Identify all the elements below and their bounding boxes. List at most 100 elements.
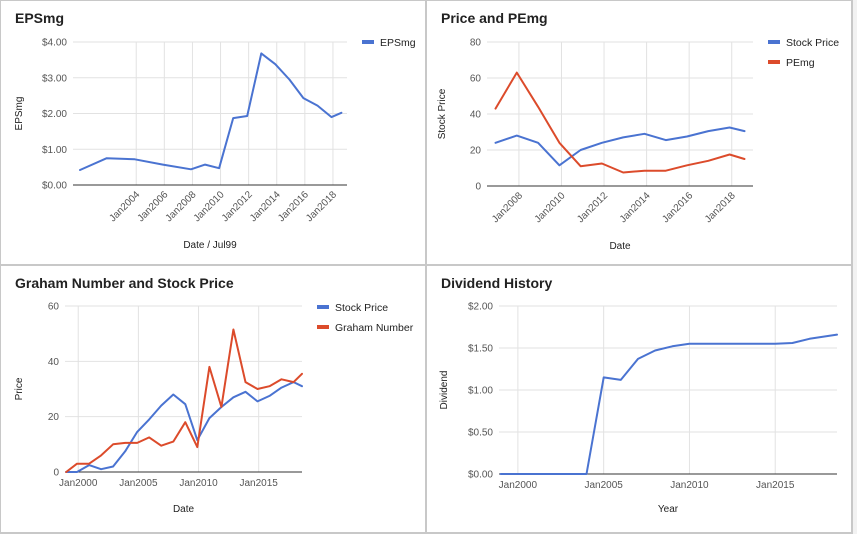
data-point xyxy=(217,166,221,170)
data-point xyxy=(287,78,291,82)
data-point xyxy=(183,402,187,406)
legend-swatch xyxy=(768,60,780,64)
data-point xyxy=(533,472,537,476)
data-point xyxy=(567,472,571,476)
series-line-epsmg xyxy=(79,52,343,171)
data-point xyxy=(600,162,604,166)
y-axis-title: EPSmg xyxy=(14,97,25,131)
data-point xyxy=(207,365,211,369)
series-line-graham-number xyxy=(65,328,303,473)
data-point xyxy=(203,163,207,167)
data-point xyxy=(579,148,583,152)
y-axis-title: Stock Price xyxy=(437,88,448,139)
x-tick-label: Jan2018 xyxy=(304,189,339,224)
data-point xyxy=(579,164,583,168)
data-point xyxy=(292,380,296,384)
data-point xyxy=(756,342,760,346)
chart-panel-dividend-history: Dividend History $0.00 $0.50 $1.00 $1.50 $2.0… xyxy=(427,266,851,532)
data-point xyxy=(550,472,554,476)
data-point xyxy=(670,344,674,348)
data-point xyxy=(244,390,248,394)
data-point xyxy=(790,341,794,345)
y-tick-label: $1.00 xyxy=(468,386,493,397)
data-point xyxy=(147,435,151,439)
data-point xyxy=(159,444,163,448)
x-tick-label: Jan2008 xyxy=(490,190,525,225)
data-point xyxy=(835,333,839,337)
y-tick-label: $1.00 xyxy=(42,145,67,156)
data-point xyxy=(494,107,498,111)
data-point xyxy=(643,169,647,173)
data-point xyxy=(536,105,540,109)
legend-swatch xyxy=(317,305,329,309)
data-point xyxy=(268,394,272,398)
data-point xyxy=(687,342,691,346)
legend-swatch xyxy=(317,325,329,329)
data-point xyxy=(268,384,272,388)
data-point xyxy=(685,135,689,139)
data-point xyxy=(207,416,211,420)
data-point xyxy=(111,442,115,446)
data-point xyxy=(557,163,561,167)
x-tick-label: Jan2010 xyxy=(533,190,568,225)
data-point xyxy=(161,163,165,167)
chart-title: Dividend History xyxy=(441,275,552,291)
y-tick-label: 20 xyxy=(470,146,482,157)
data-point xyxy=(300,384,304,388)
data-point xyxy=(111,465,115,469)
x-tick-label: Jan2012 xyxy=(575,190,610,225)
sheet-edge-strip xyxy=(853,0,857,534)
data-point xyxy=(123,441,127,445)
data-point xyxy=(301,96,305,100)
data-point xyxy=(706,159,710,163)
data-point xyxy=(133,157,137,161)
y-tick-label: $3.00 xyxy=(42,73,67,84)
data-point xyxy=(664,169,668,173)
x-tick-label: Jan2010 xyxy=(670,480,709,491)
data-point xyxy=(171,440,175,444)
data-point xyxy=(159,404,163,408)
data-point xyxy=(244,380,248,384)
legend-label: EPSmg xyxy=(380,37,416,49)
data-point xyxy=(64,470,68,474)
data-point xyxy=(705,342,709,346)
data-point xyxy=(231,328,235,332)
data-point xyxy=(602,375,606,379)
data-point xyxy=(195,445,199,449)
chart-panel-price-and-pemg: Price and PEmg 0 20 40 60 80 Jan2008 Jan2010 Jan… xyxy=(427,1,851,264)
data-point xyxy=(231,395,235,399)
data-point xyxy=(273,62,277,66)
x-tick-label: Jan2014 xyxy=(618,190,653,225)
x-tick-label: Jan2018 xyxy=(703,190,738,225)
series-line-stock-price xyxy=(494,126,746,167)
data-point xyxy=(87,462,91,466)
data-point xyxy=(739,342,743,346)
y-tick-label: 60 xyxy=(470,74,482,85)
data-point xyxy=(664,138,668,142)
data-point xyxy=(685,163,689,167)
chart-epsmg: EPSmg$0.00$1.00$2.00$3.00$4.00Jan2004Jan… xyxy=(14,10,416,251)
data-point xyxy=(171,393,175,397)
data-point xyxy=(75,470,79,474)
data-point xyxy=(135,430,139,434)
data-point xyxy=(621,135,625,139)
y-tick-label: $2.00 xyxy=(468,302,493,313)
x-axis-title: Year xyxy=(658,504,679,515)
legend-label: Stock Price xyxy=(786,37,839,49)
data-point xyxy=(743,129,747,133)
y-tick-label: 0 xyxy=(53,468,59,479)
y-tick-label: 80 xyxy=(470,38,482,49)
x-tick-label: Jan2000 xyxy=(499,480,538,491)
data-point xyxy=(339,111,343,115)
chart-panel-graham-number: Graham Number and Stock Price 0 20 40 60 Jan2… xyxy=(1,266,425,532)
y-tick-label: 0 xyxy=(475,182,481,193)
data-point xyxy=(245,114,249,118)
y-tick-label: 40 xyxy=(470,110,482,121)
data-point xyxy=(636,357,640,361)
x-tick-label: Jan2015 xyxy=(756,480,795,491)
data-point xyxy=(183,420,187,424)
x-tick-label: Jan2000 xyxy=(59,478,98,489)
chart-title: Graham Number and Stock Price xyxy=(15,275,234,291)
data-point xyxy=(619,378,623,382)
